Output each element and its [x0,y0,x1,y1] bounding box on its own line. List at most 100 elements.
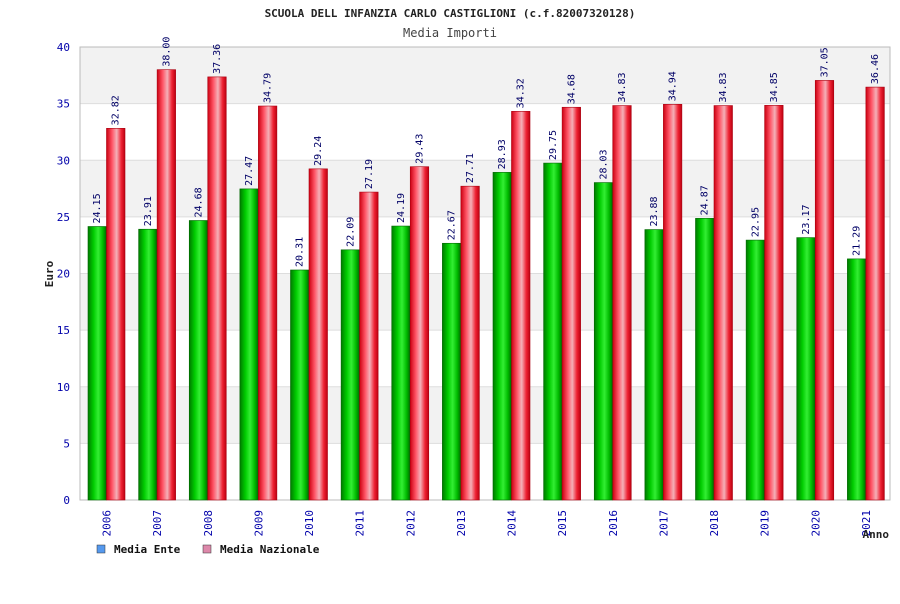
x-tick-label: 2013 [455,510,468,537]
bar-media-ente [340,249,360,501]
chart-title: SCUOLA DELL INFANZIA CARLO CASTIGLIONI (… [265,7,636,20]
x-tick-label: 2012 [404,510,417,537]
bar-media-nazionale [359,191,379,501]
bar-media-ente [593,182,614,501]
bar-media-nazionale [663,104,683,501]
bars [87,69,885,501]
bar-media-ente [239,188,259,501]
bar-media-ente [492,172,512,501]
y-tick-label: 40 [57,41,70,54]
y-tick-label: 0 [63,494,70,507]
data-label-media-nazionale: 34.79 [263,73,274,103]
legend: Media Ente Media Nazionale [96,543,320,556]
data-label-media-ente: 24.19 [396,193,407,223]
x-tick-label: 2009 [252,510,265,537]
y-tick-label: 25 [57,211,70,224]
legend-label-media-ente: Media Ente [114,543,181,556]
bar-media-nazionale [308,168,328,501]
bar-media-nazionale [764,105,784,501]
y-axis-ticks: 0 5 10 15 20 25 30 35 40 [57,41,70,507]
legend-swatch-media-ente [96,544,106,554]
data-label-media-ente: 24.87 [700,185,711,215]
data-label-media-nazionale: 37.36 [212,44,223,74]
bar-media-nazionale [258,105,278,501]
bar-media-ente [391,225,411,501]
bar-media-nazionale [409,166,430,501]
data-label-media-ente: 22.09 [345,217,356,247]
x-tick-label: 2008 [202,510,215,537]
bar-media-ente [695,218,715,501]
data-label-media-nazionale: 34.83 [617,72,628,102]
data-label-media-nazionale: 34.94 [668,71,679,101]
bar-media-nazionale [511,111,531,501]
data-label-media-nazionale: 27.19 [364,159,375,189]
x-axis-title: Anno [863,528,890,541]
bar-media-ente [138,228,158,501]
data-label-media-ente: 23.91 [143,196,154,226]
bar-media-ente [745,239,765,501]
data-label-media-ente: 23.17 [801,204,812,234]
bar-media-ente [442,242,462,501]
x-tick-label: 2010 [303,510,316,537]
data-label-media-ente: 28.93 [497,139,508,169]
data-label-media-ente: 22.67 [447,210,458,240]
bar-media-ente [796,237,816,501]
x-tick-label: 2020 [809,510,822,537]
data-label-media-nazionale: 34.32 [516,78,527,108]
legend-label-media-nazionale: Media Nazionale [220,543,320,556]
bar-media-ente [543,162,563,501]
x-tick-label: 2007 [151,510,164,537]
data-label-media-nazionale: 27.71 [465,153,476,183]
data-label-media-nazionale: 38.00 [161,37,172,67]
data-label-media-ente: 29.75 [548,130,559,160]
bar-media-nazionale [106,128,126,501]
data-label-media-ente: 22.95 [750,207,761,237]
data-label-media-nazionale: 37.05 [820,47,831,77]
data-label-media-ente: 27.47 [244,156,255,186]
data-label-media-ente: 21.29 [852,226,863,256]
bar-media-nazionale [460,185,480,501]
bar-media-nazionale [561,106,581,501]
data-label-media-ente: 24.15 [92,193,103,223]
data-label-media-ente: 20.31 [295,237,306,267]
y-tick-label: 15 [57,324,70,337]
data-label-media-nazionale: 29.24 [313,136,324,166]
y-tick-label: 30 [57,154,70,167]
plot-border [79,46,891,501]
bar-media-nazionale [865,86,885,501]
x-tick-label: 2018 [708,510,721,537]
x-tick-label: 2011 [354,510,367,537]
bar-media-nazionale [156,69,176,501]
legend-swatch-media-nazionale [202,544,212,554]
x-tick-label: 2017 [657,510,670,537]
y-tick-label: 35 [57,98,70,111]
data-label-media-nazionale: 34.83 [718,72,729,102]
data-label-media-ente: 23.88 [649,196,660,226]
data-labels: 24.15 32.82 23.91 38.00 24.68 37.36 27.47 34.79… [92,37,881,267]
y-tick-label: 10 [57,381,70,394]
bar-media-ente [188,220,209,501]
x-tick-label: 2019 [759,510,772,537]
chart-subtitle: Media Importi [403,26,497,40]
x-axis-ticks: 2006 2007 2008 2009 2010 2011 2012 2013 2014 2015… [101,510,873,537]
bar-media-ente [87,226,107,501]
y-axis-title: Euro [43,260,56,287]
x-tick-label: 2015 [556,510,569,537]
y-tick-label: 5 [63,437,70,450]
data-label-media-ente: 28.03 [599,149,610,179]
bar-media-nazionale [207,76,227,501]
data-label-media-nazionale: 34.85 [769,72,780,102]
x-tick-label: 2014 [506,510,519,537]
bar-media-nazionale [612,105,632,501]
y-tick-label: 20 [57,268,70,281]
x-tick-label: 2006 [101,510,114,537]
bar-media-ente [290,269,310,501]
data-label-media-nazionale: 29.43 [415,134,426,164]
bar-media-nazionale [814,80,835,501]
x-tick-label: 2016 [607,510,620,537]
data-label-media-nazionale: 36.46 [870,54,881,84]
bar-media-nazionale [713,105,733,501]
data-label-media-nazionale: 34.68 [566,74,577,104]
